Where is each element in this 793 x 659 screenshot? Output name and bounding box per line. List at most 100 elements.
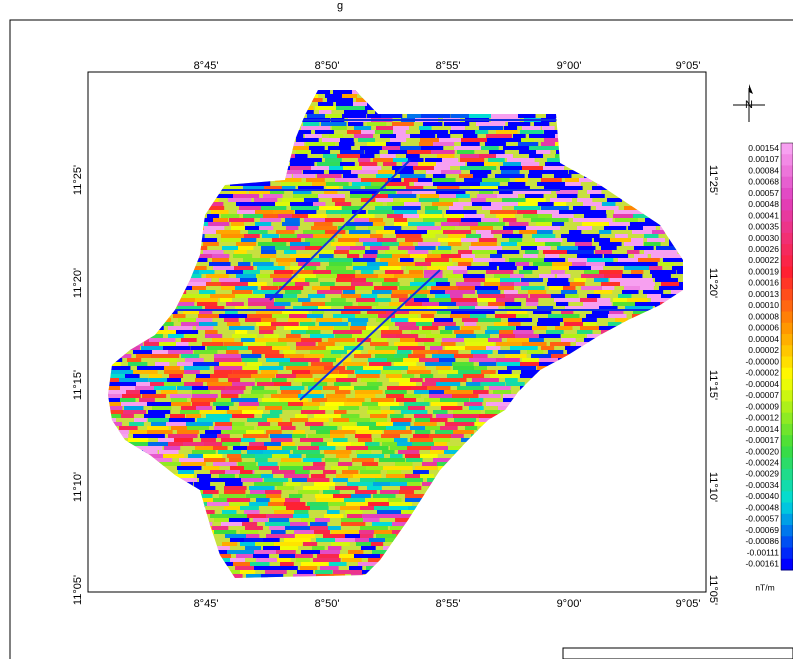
legend-label: -0.00012	[745, 413, 779, 423]
map-cell	[554, 566, 574, 570]
map-cell	[229, 326, 255, 330]
map-cell	[274, 382, 291, 386]
map-cell	[362, 570, 389, 574]
map-cell	[160, 554, 176, 558]
map-cell	[489, 386, 511, 390]
map-cell	[266, 514, 295, 518]
map-cell	[196, 318, 212, 322]
map-cell	[119, 498, 144, 502]
map-cell	[219, 474, 235, 478]
map-cell	[610, 362, 631, 366]
map-cell	[527, 446, 550, 450]
map-cell	[168, 126, 186, 130]
map-cell	[104, 546, 126, 550]
map-cell	[287, 130, 311, 134]
map-cell	[276, 550, 296, 554]
map-cell	[609, 514, 639, 518]
map-cell	[300, 566, 317, 570]
map-cell	[325, 158, 342, 162]
map-cell	[584, 550, 600, 554]
map-cell	[574, 278, 586, 282]
map-cell	[507, 518, 519, 522]
map-cell	[668, 230, 695, 234]
map-cell	[546, 110, 561, 114]
map-cell	[207, 346, 229, 350]
map-cell	[498, 406, 523, 410]
map-cell	[656, 314, 682, 318]
map-cell	[414, 98, 433, 102]
legend-label: 0.00041	[748, 210, 779, 220]
map-cell	[563, 286, 575, 290]
map-cell	[121, 402, 147, 406]
map-cell	[429, 394, 455, 398]
map-cell	[507, 546, 526, 550]
map-cell	[686, 506, 709, 510]
map-cell	[358, 214, 375, 218]
map-cell	[223, 178, 238, 182]
map-cell	[390, 482, 407, 486]
map-cell	[654, 138, 678, 142]
map-cell	[492, 422, 513, 426]
map-cell	[544, 574, 573, 578]
map-cell	[127, 478, 157, 482]
map-cell	[294, 86, 318, 90]
map-cell	[104, 282, 121, 286]
map-cell	[259, 466, 279, 470]
map-cell	[560, 470, 583, 474]
map-cell	[188, 122, 212, 126]
map-cell	[617, 358, 645, 362]
map-cell	[137, 106, 166, 110]
map-cell	[646, 178, 664, 182]
map-cell	[505, 294, 528, 298]
map-cell	[104, 170, 124, 174]
map-cell	[675, 470, 699, 474]
map-cell	[256, 498, 270, 502]
map-cell	[119, 318, 136, 322]
map-cell	[537, 246, 551, 250]
map-cell	[519, 554, 544, 558]
map-cell	[453, 430, 474, 434]
map-cell	[464, 338, 491, 342]
map-cell	[280, 546, 298, 550]
map-cell	[128, 518, 155, 522]
map-cell	[587, 170, 615, 174]
map-cell	[533, 454, 548, 458]
map-cell	[539, 274, 555, 278]
map-cell	[532, 478, 561, 482]
map-cell	[592, 574, 608, 578]
map-cell	[456, 526, 477, 530]
legend-label: -0.00111	[747, 547, 780, 557]
map-cell	[555, 142, 573, 146]
map-cell	[404, 574, 426, 578]
map-cell	[415, 430, 430, 434]
map-cell	[661, 186, 682, 190]
map-cell	[677, 318, 700, 322]
map-cell	[343, 362, 367, 366]
map-cell	[647, 370, 665, 374]
map-cell	[470, 314, 486, 318]
map-cell	[319, 206, 341, 210]
legend-label: -0.00020	[745, 446, 779, 456]
map-cell	[356, 298, 377, 302]
map-cell	[164, 274, 179, 278]
map-cell	[644, 442, 662, 446]
map-cell	[679, 574, 705, 578]
map-cell	[656, 122, 685, 126]
map-cell	[340, 138, 354, 142]
map-cell	[165, 138, 180, 142]
map-cell	[128, 442, 151, 446]
map-cell	[563, 390, 577, 394]
map-cell	[530, 402, 546, 406]
map-cell	[214, 418, 230, 422]
map-cell	[631, 238, 643, 242]
map-cell	[393, 422, 410, 426]
map-cell	[402, 562, 431, 566]
map-cell	[238, 262, 250, 266]
map-cell	[121, 414, 134, 418]
map-cell	[476, 438, 500, 442]
map-cell	[623, 462, 649, 466]
map-cell	[586, 442, 606, 446]
map-cell	[669, 198, 685, 202]
map-cell	[134, 418, 147, 422]
map-cell	[440, 570, 454, 574]
